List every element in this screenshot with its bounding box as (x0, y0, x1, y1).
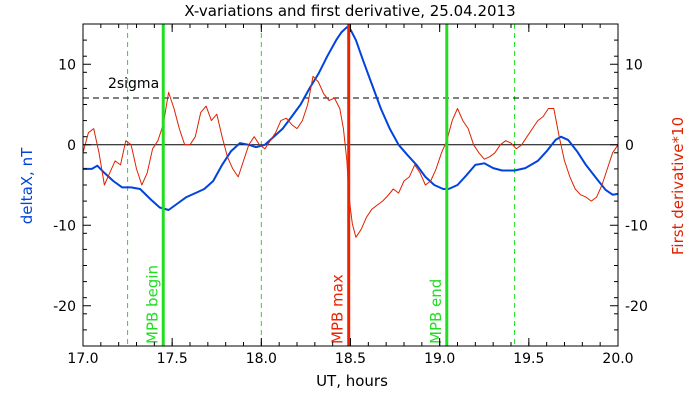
marker-label-0: MPB begin (143, 265, 161, 344)
x-tick-label: 17.0 (67, 351, 98, 367)
plot-area: 2sigma MPB begin MPB max MPB end 17.0 17.5 18.… (53, 23, 648, 367)
y-tick-label-left: 0 (67, 138, 76, 154)
y-tick-label-right: -10 (625, 218, 648, 234)
marker-label-2: MPB end (427, 279, 445, 344)
y-axis-label-right: First derivative*10 (669, 117, 687, 255)
x-tick-label: 20.0 (602, 351, 633, 367)
y-tick-label-right: 0 (625, 138, 634, 154)
chart-title: X-variations and first derivative, 25.04… (184, 2, 515, 20)
y-tick-label-right: 10 (625, 57, 643, 73)
sigma-label: 2sigma (108, 76, 159, 92)
x-tick-label: 18.5 (335, 351, 366, 367)
x-tick-label: 18.0 (246, 351, 277, 367)
y-tick-label-right: -20 (625, 299, 648, 315)
y-axis-label-left: deltaX, nT (18, 147, 36, 224)
x-tick-label: 19.5 (513, 351, 544, 367)
y-tick-label-left: -20 (53, 299, 76, 315)
x-axis-label: UT, hours (316, 372, 388, 390)
x-tick-label: 19.0 (424, 351, 455, 367)
x-tick-label: 17.5 (157, 351, 188, 367)
y-tick-label-left: 10 (58, 57, 76, 73)
marker-label-1: MPB max (329, 274, 347, 344)
y-tick-label-left: -10 (53, 218, 76, 234)
